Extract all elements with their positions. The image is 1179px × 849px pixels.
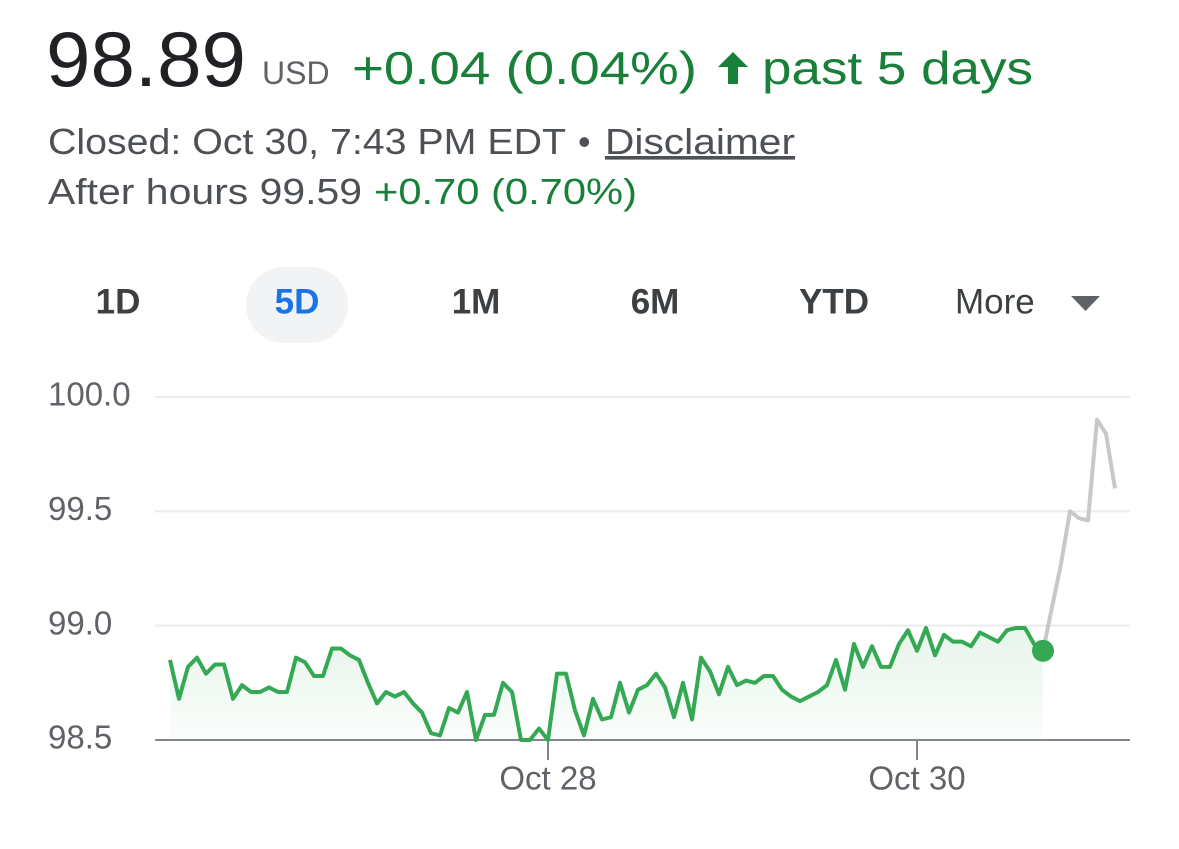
price-line <box>168 625 1045 742</box>
y-tick-label: 98.5 <box>48 719 112 756</box>
range-tab[interactable]: More <box>955 282 1035 321</box>
area-fill <box>170 627 1043 740</box>
y-tick-label: 99.5 <box>48 490 112 527</box>
close-point <box>1032 639 1054 662</box>
up-arrow-icon <box>718 52 748 84</box>
price: 98.89 <box>46 15 246 103</box>
price-change: +0.04 (0.04%) <box>352 42 697 94</box>
period: past 5 days <box>762 42 1033 94</box>
after-hours-price: After hours 99.59 <box>48 171 362 212</box>
tab-selected-bg <box>246 267 348 343</box>
separator: • <box>578 121 591 162</box>
dropdown-icon[interactable] <box>1071 296 1100 311</box>
range-tab[interactable]: 5D <box>275 282 320 321</box>
y-tick-label: 100.0 <box>48 376 131 413</box>
disclaimer-link[interactable]: Disclaimer <box>605 121 795 162</box>
range-tab[interactable]: 1M <box>452 282 501 321</box>
price-line <box>1041 417 1117 652</box>
range-tab[interactable]: 1D <box>96 282 141 321</box>
y-tick-label: 99.0 <box>48 604 112 641</box>
currency: USD <box>262 55 330 91</box>
range-tab[interactable]: YTD <box>799 282 869 321</box>
closed-time: Closed: Oct 30, 7:43 PM EDT <box>48 121 566 162</box>
range-tab[interactable]: 6M <box>631 282 680 321</box>
x-tick-label: Oct 30 <box>868 760 965 797</box>
after-hours-change: +0.70 (0.70%) <box>374 171 637 212</box>
x-tick-label: Oct 28 <box>499 760 596 797</box>
